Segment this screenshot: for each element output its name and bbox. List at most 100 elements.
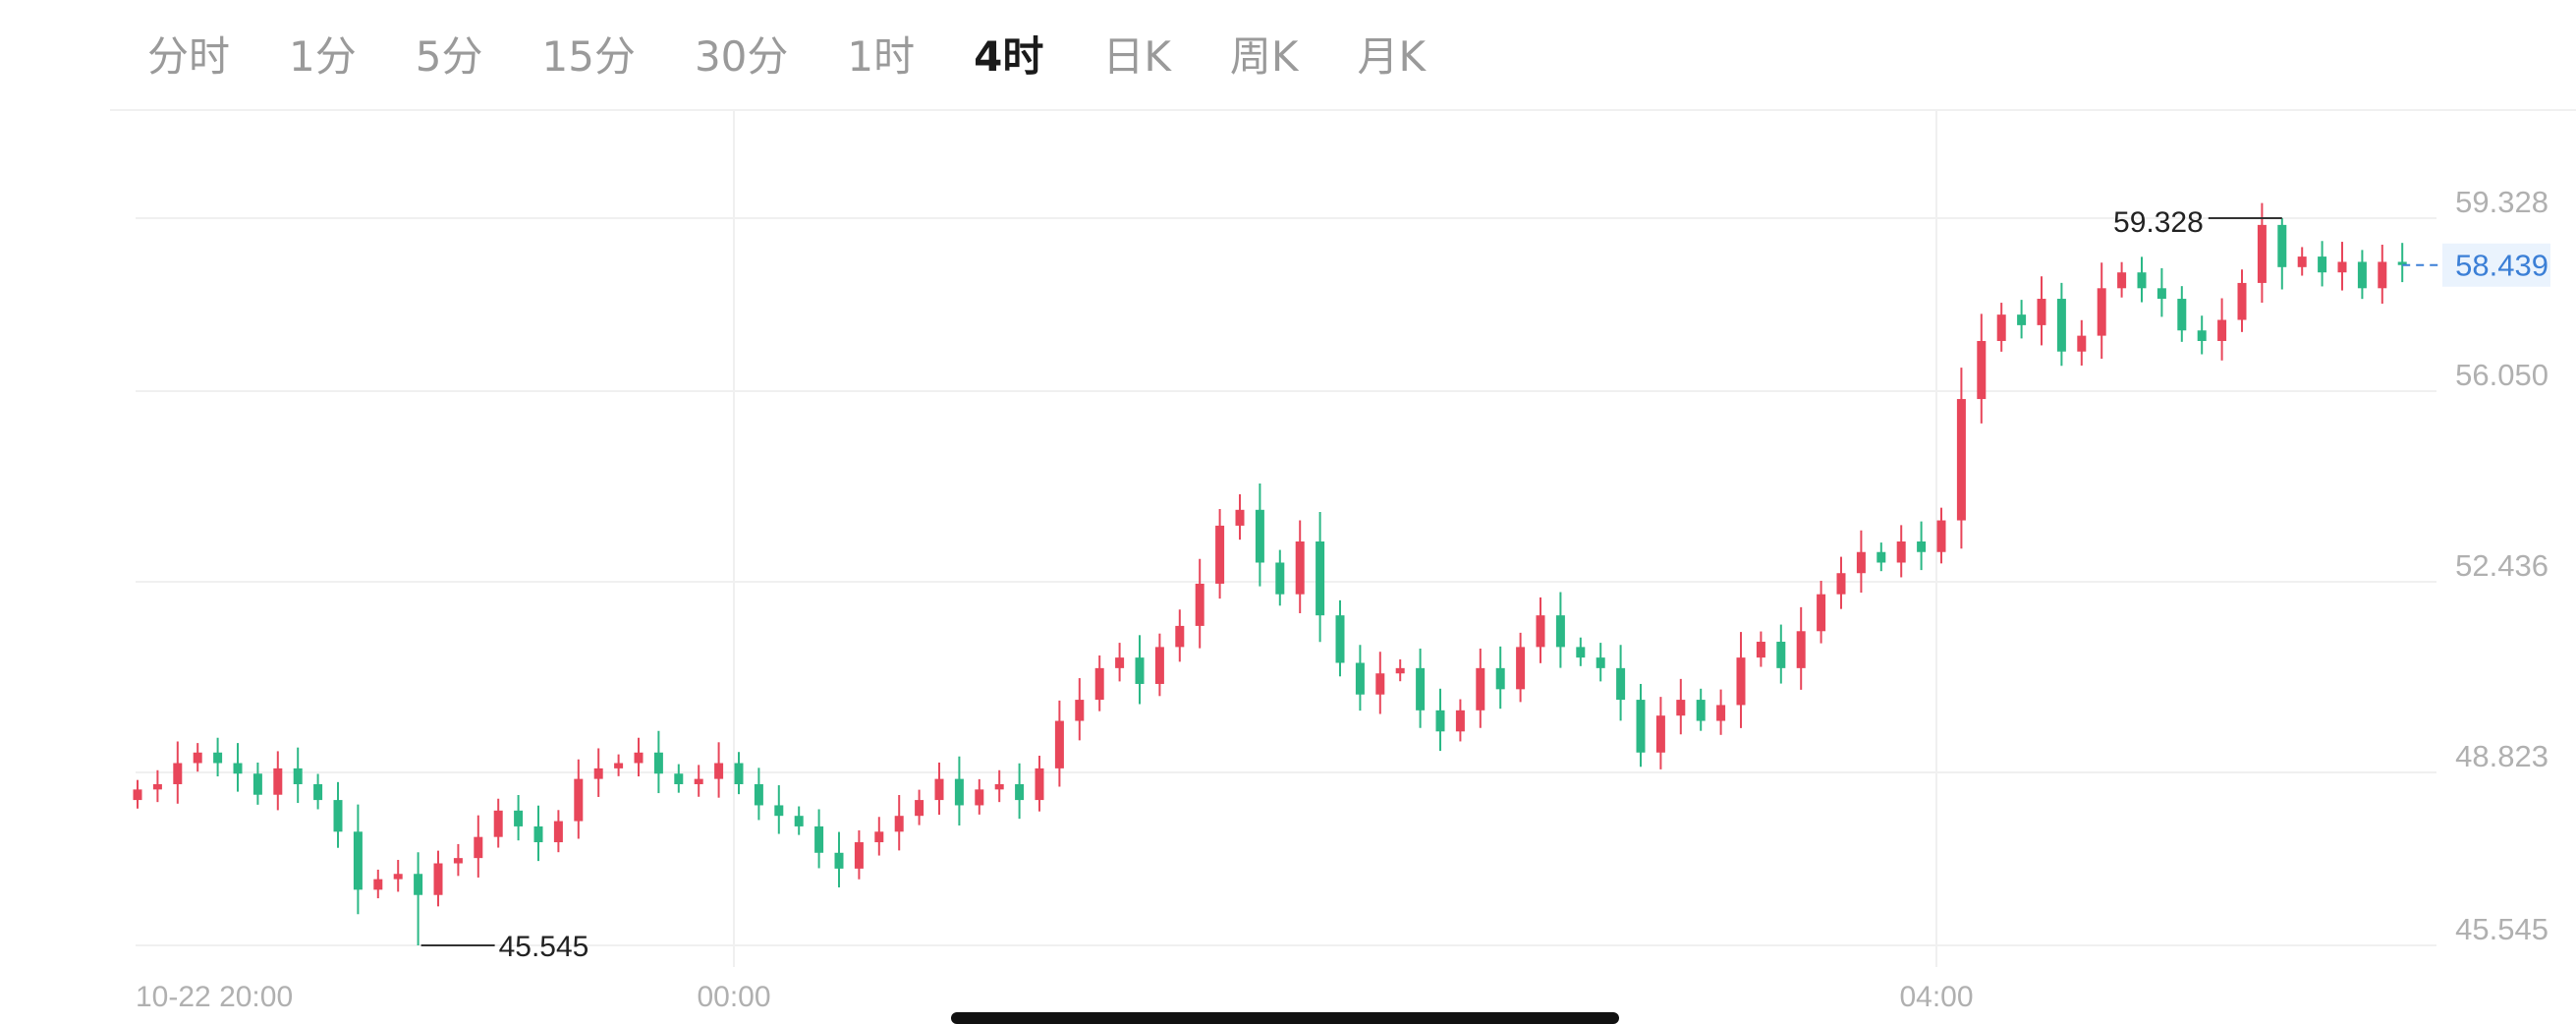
candle-body[interactable] <box>774 805 784 817</box>
candle-body[interactable] <box>894 816 904 832</box>
candle-body[interactable] <box>2337 261 2347 273</box>
candle-body[interactable] <box>1295 541 1305 595</box>
candle-body[interactable] <box>1636 700 1646 753</box>
tab-daily[interactable]: 日K <box>1102 32 1171 81</box>
candle-body[interactable] <box>2257 224 2267 283</box>
candle-body[interactable] <box>2077 335 2087 352</box>
candle-body[interactable] <box>1756 642 1765 658</box>
candle-body[interactable] <box>1576 647 1586 658</box>
candle-body[interactable] <box>1355 662 1365 695</box>
candle-body[interactable] <box>1817 594 1826 632</box>
candle-body[interactable] <box>854 842 864 869</box>
candle-body[interactable] <box>133 789 142 801</box>
candle-body[interactable] <box>433 863 443 895</box>
candle-body[interactable] <box>1796 631 1806 668</box>
candle-body[interactable] <box>2197 330 2207 341</box>
candle-body[interactable] <box>1956 399 1966 521</box>
candle-body[interactable] <box>653 752 663 774</box>
candle-body[interactable] <box>1655 715 1665 753</box>
candle-body[interactable] <box>1375 673 1385 695</box>
candle-body[interactable] <box>2117 272 2127 289</box>
candle-body[interactable] <box>1015 783 1025 801</box>
candle-body[interactable] <box>1917 541 1927 552</box>
candle-body[interactable] <box>2156 288 2166 300</box>
candle-body[interactable] <box>1215 525 1225 584</box>
candle-body[interactable] <box>1676 700 1686 716</box>
candle-body[interactable] <box>1395 667 1405 674</box>
candle-body[interactable] <box>2397 261 2407 265</box>
candle-body[interactable] <box>353 831 363 890</box>
candle-body[interactable] <box>1476 667 1485 711</box>
candle-body[interactable] <box>293 768 303 784</box>
tab-4hour[interactable]: 4时 <box>974 32 1044 81</box>
candle-body[interactable] <box>1555 615 1565 648</box>
candle-body[interactable] <box>1455 710 1465 732</box>
candle-body[interactable] <box>2177 299 2187 331</box>
candle-body[interactable] <box>2237 282 2247 320</box>
candle-body[interactable] <box>593 768 603 779</box>
candle-body[interactable] <box>994 783 1004 790</box>
tab-monthly[interactable]: 月K <box>1357 32 1426 81</box>
candle-body[interactable] <box>874 831 884 843</box>
candle-body[interactable] <box>574 778 584 822</box>
candle-body[interactable] <box>193 752 202 764</box>
candle-body[interactable] <box>493 810 503 837</box>
candle-body[interactable] <box>1135 657 1145 684</box>
candle-body[interactable] <box>1075 700 1085 721</box>
candle-body[interactable] <box>754 783 763 806</box>
candle-body[interactable] <box>2297 256 2307 267</box>
candle-body[interactable] <box>173 763 183 784</box>
candle-body[interactable] <box>333 800 343 832</box>
candle-body[interactable] <box>1536 615 1545 648</box>
candle-body[interactable] <box>213 752 223 764</box>
candle-body[interactable] <box>694 778 703 784</box>
candle-body[interactable] <box>2378 261 2387 289</box>
candle-body[interactable] <box>252 773 262 795</box>
candle-body[interactable] <box>453 858 463 864</box>
candle-body[interactable] <box>1335 615 1345 663</box>
candle-body[interactable] <box>1154 647 1164 684</box>
candle-body[interactable] <box>414 874 423 895</box>
candle-body[interactable] <box>474 836 483 859</box>
candle-body[interactable] <box>614 763 624 768</box>
candle-body[interactable] <box>1996 314 2006 341</box>
candle-body[interactable] <box>1035 768 1044 801</box>
candle-body[interactable] <box>915 800 924 817</box>
candle-body[interactable] <box>2056 299 2066 352</box>
candle-body[interactable] <box>714 763 724 779</box>
candle-body[interactable] <box>1977 340 1987 400</box>
candle-body[interactable] <box>1054 720 1064 768</box>
candle-body[interactable] <box>1115 657 1125 668</box>
tab-1hour[interactable]: 1时 <box>847 32 916 81</box>
candle-body[interactable] <box>1255 509 1264 563</box>
tab-weekly[interactable]: 周K <box>1229 32 1299 81</box>
candle-body[interactable] <box>533 825 543 843</box>
candle-body[interactable] <box>2277 224 2287 267</box>
candle-body[interactable] <box>975 789 984 806</box>
candle-body[interactable] <box>1435 710 1445 732</box>
candle-body[interactable] <box>1936 520 1946 552</box>
candle-body[interactable] <box>674 773 684 784</box>
candle-body[interactable] <box>1094 667 1104 701</box>
tab-intraday[interactable]: 分时 <box>147 32 231 81</box>
candle-body[interactable] <box>1416 667 1426 711</box>
tab-5min[interactable]: 5分 <box>415 32 483 81</box>
candle-body[interactable] <box>814 825 824 853</box>
candle-body[interactable] <box>1596 657 1605 668</box>
candle-body[interactable] <box>2017 314 2027 325</box>
candle-body[interactable] <box>634 752 644 764</box>
candle-body[interactable] <box>1195 583 1204 626</box>
candle-body[interactable] <box>2037 299 2046 325</box>
candle-body[interactable] <box>373 879 383 890</box>
candle-body[interactable] <box>1696 700 1706 721</box>
candle-body[interactable] <box>233 763 243 774</box>
candle-body[interactable] <box>834 852 844 869</box>
tab-30min[interactable]: 30分 <box>694 32 789 81</box>
candle-body[interactable] <box>1616 667 1626 701</box>
candle-body[interactable] <box>1275 562 1285 595</box>
candle-body[interactable] <box>734 763 744 784</box>
candle-body[interactable] <box>152 783 162 790</box>
candle-body[interactable] <box>553 821 563 843</box>
candle-body[interactable] <box>1776 642 1786 668</box>
